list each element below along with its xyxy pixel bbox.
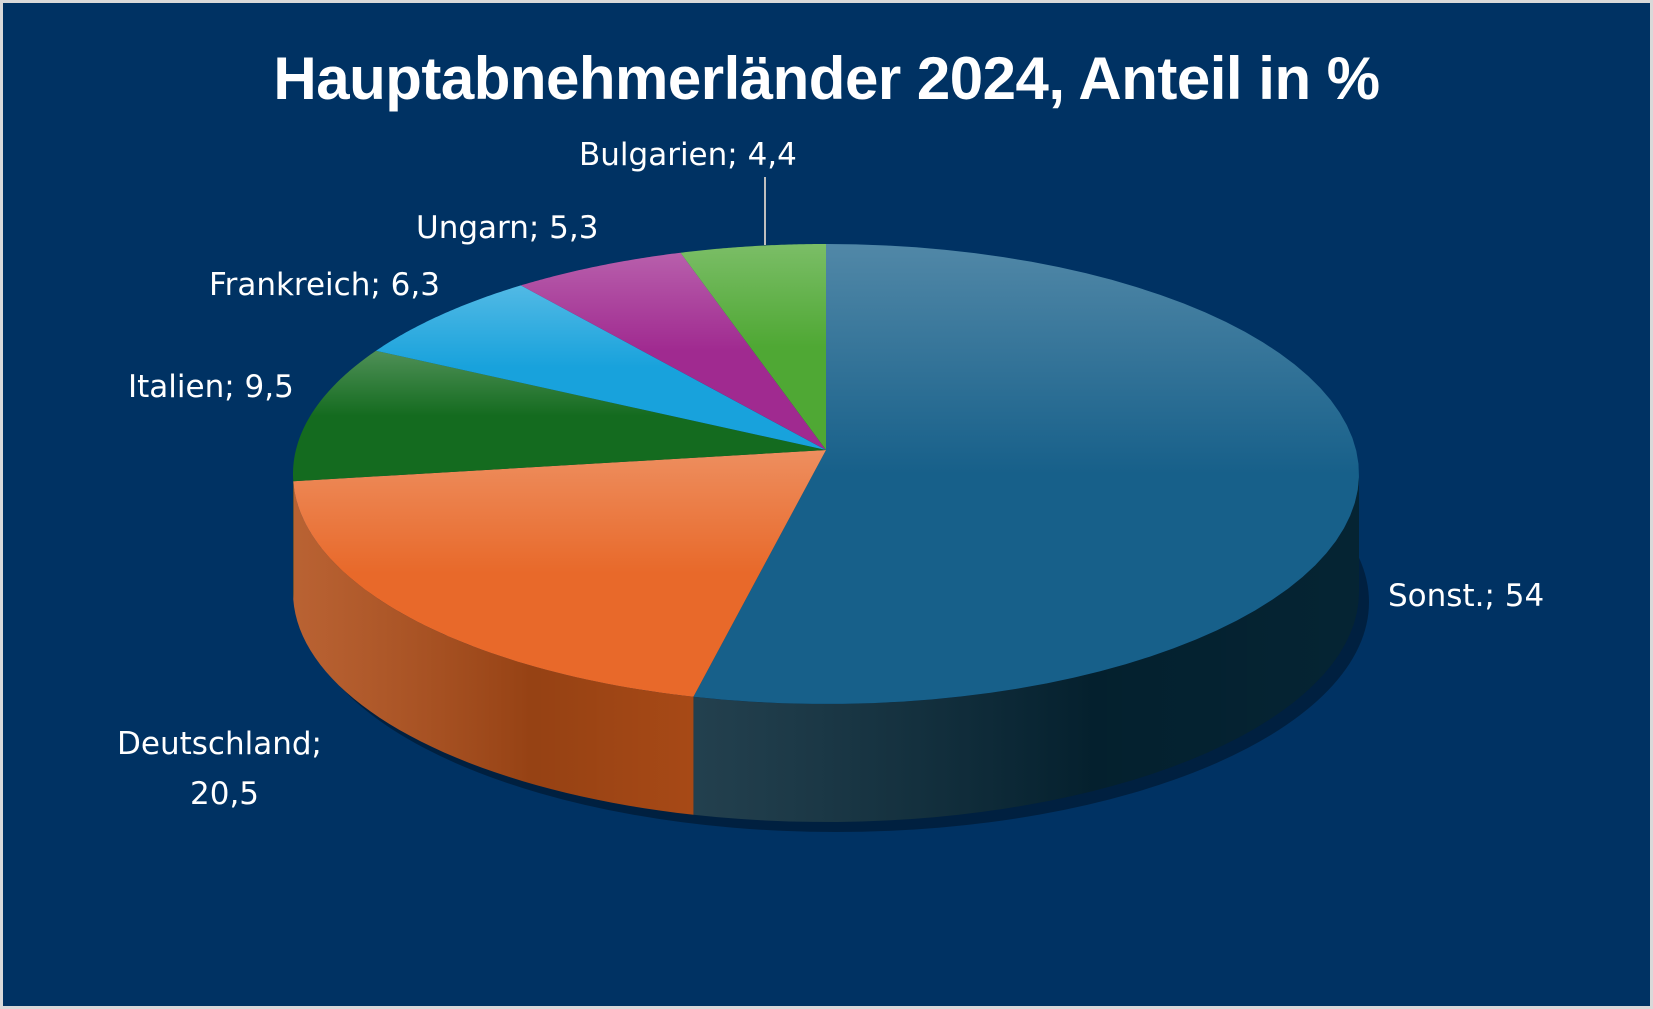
data-label-bulgarien: Bulgarien; 4,4 bbox=[579, 137, 797, 173]
chart-title: Hauptabnehmerländer 2024, Anteil in % bbox=[273, 45, 1380, 112]
pie-side-shade bbox=[293, 481, 694, 815]
pie-slice-shine bbox=[693, 244, 1359, 704]
pie-slice-shine bbox=[375, 285, 826, 450]
pie-side-shade bbox=[693, 474, 1359, 822]
data-label-sonst.: Sonst.; 54 bbox=[1388, 578, 1544, 614]
pie-slice-shine bbox=[680, 244, 826, 450]
data-label-ungarn: Ungarn; 5,3 bbox=[416, 210, 598, 246]
pie-slice-shine bbox=[293, 450, 826, 697]
pie-slice-shine bbox=[520, 252, 826, 450]
data-label-italien: Italien; 9,5 bbox=[128, 369, 294, 405]
data-label-value: 20,5 bbox=[190, 776, 259, 812]
data-label-frankreich: Frankreich; 6,3 bbox=[209, 267, 440, 303]
data-label-deutschland: Deutschland; bbox=[117, 726, 322, 762]
pie-slice-shine bbox=[293, 350, 826, 482]
